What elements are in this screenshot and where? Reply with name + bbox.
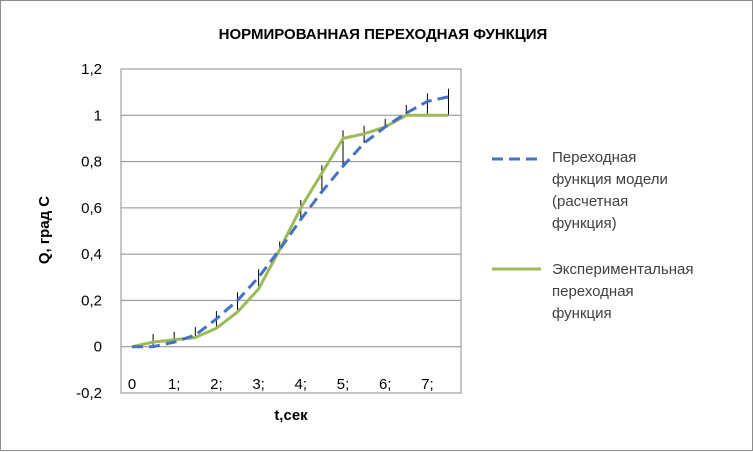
legend-text-line: функция модели (552, 171, 668, 188)
chart-title: НОРМИРОВАННАЯ ПЕРЕХОДНАЯ ФУНКЦИЯ (219, 26, 548, 43)
legend-text-line: (расчетная (552, 193, 628, 210)
y-tick-label: -0,2 (76, 385, 102, 402)
x-tick-label: 0 (128, 376, 136, 393)
x-tick-label: 4; (295, 376, 308, 393)
x-tick-label: 7; (421, 376, 434, 393)
legend: Переходная функция модели (расчетная функци… (492, 149, 694, 322)
legend-entry-1: Экспериментальная переходная функция (552, 261, 694, 322)
y-tick-label: 0,6 (81, 200, 102, 217)
x-tick-label: 1; (168, 376, 181, 393)
legend-text-line: Переходная (552, 149, 636, 166)
y-axis-title: Q, град С (36, 196, 53, 264)
y-tick-label: 1 (94, 107, 102, 124)
y-tick-label: 1,2 (81, 61, 102, 78)
x-tick-label: 6; (379, 376, 392, 393)
y-tick-label: 0,2 (81, 292, 102, 309)
x-axis-title: t,сек (274, 407, 308, 424)
y-tick-label: 0,8 (81, 154, 102, 171)
y-tick-label: 0,4 (81, 246, 102, 263)
legend-text-line: переходная (552, 283, 634, 300)
legend-text-line: функция) (552, 215, 617, 232)
legend-text-line: функция (552, 305, 612, 322)
legend-text-line: Экспериментальная (552, 261, 694, 278)
x-tick-label: 3; (252, 376, 265, 393)
y-axis-ticks: -0,2 0 0,2 0,4 0,6 0,8 1 1,2 (76, 61, 102, 402)
legend-entry-0: Переходная функция модели (расчетная функци… (552, 149, 668, 232)
y-tick-label: 0 (94, 339, 102, 356)
x-tick-label: 5; (337, 376, 350, 393)
x-tick-label: 2; (210, 376, 223, 393)
